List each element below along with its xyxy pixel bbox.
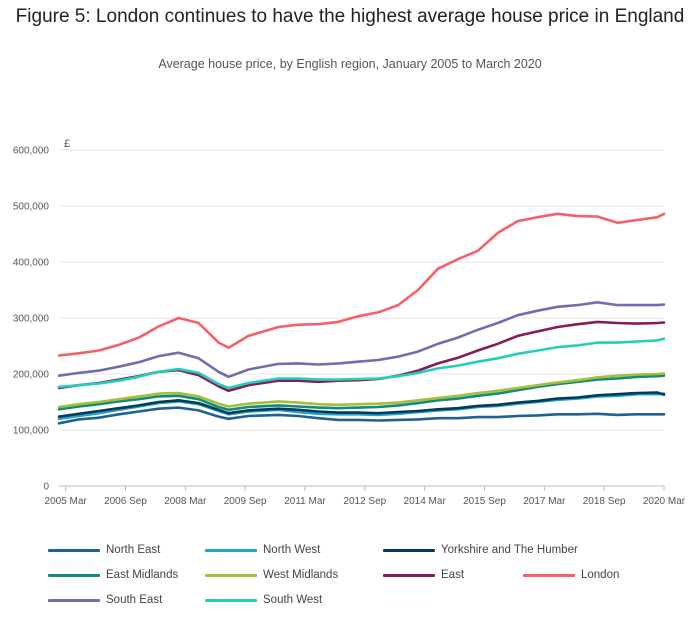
y-tick-label: 600,000 — [13, 146, 50, 157]
legend-item: Yorkshire and The Humber — [383, 541, 578, 559]
legend-label: North West — [263, 544, 321, 556]
x-tick-label: 2009 Sep — [224, 496, 267, 507]
series-line-west-midlands — [57, 372, 666, 409]
y-tick-label: 100,000 — [13, 426, 50, 437]
series-line-yorkshire-and-the-humber — [57, 391, 666, 418]
legend-label: Yorkshire and The Humber — [441, 544, 578, 556]
legend-label: East Midlands — [106, 569, 179, 581]
series-line-east-midlands — [57, 374, 666, 412]
x-tick-label: 2020 Mar — [643, 496, 686, 507]
legend-item: London — [523, 566, 619, 584]
legend-label: London — [581, 569, 620, 581]
legend-item: North West — [205, 541, 320, 559]
x-tick-label: 2017 Mar — [523, 496, 566, 507]
legend-label: West Midlands — [263, 569, 339, 581]
legend-swatch — [383, 573, 435, 577]
legend-item: South West — [205, 591, 322, 609]
legend-label: South West — [263, 594, 323, 606]
gridlines — [59, 149, 664, 487]
legend-label: North East — [106, 544, 161, 556]
legend-label: South East — [106, 594, 163, 606]
y-tick-label: 500,000 — [13, 202, 50, 213]
x-axis: 2005 Mar 2006 Sep 2008 Mar 2009 Sep 2011 Mar… — [45, 486, 686, 507]
line-chart: 0 100,000 200,000 300,000 400,000 500,000 600,… — [13, 138, 686, 507]
legend-swatch — [205, 573, 257, 577]
x-tick-label: 2008 Mar — [164, 496, 207, 507]
legend-swatch — [48, 573, 100, 577]
legend-swatch — [48, 598, 100, 602]
x-tick-label: 2012 Sep — [343, 496, 386, 507]
legend-item: West Midlands — [205, 566, 338, 584]
series-line-south-west — [57, 337, 666, 390]
series-lines — [57, 212, 666, 425]
chart-title: Figure 5: London continues to have the h… — [15, 6, 685, 27]
y-tick-label: 400,000 — [13, 258, 50, 269]
x-tick-label: 2015 Sep — [463, 496, 506, 507]
legend-item: South East — [48, 591, 162, 609]
x-tick-label: 2006 Sep — [104, 496, 147, 507]
y-tick-label: 300,000 — [13, 314, 50, 325]
y-tick-label: 200,000 — [13, 370, 50, 381]
x-tick-label: 2018 Sep — [583, 496, 626, 507]
legend-swatch — [523, 573, 575, 577]
y-axis: 0 100,000 200,000 300,000 400,000 500,000 600,… — [13, 146, 50, 493]
x-tick-label: 2014 Mar — [404, 496, 447, 507]
series-line-london — [57, 212, 666, 357]
chart-subtitle: Average house price, by English region, … — [158, 57, 542, 71]
legend-swatch — [48, 548, 100, 552]
series-line-south-east — [57, 301, 666, 379]
x-tick-label: 2005 Mar — [45, 496, 88, 507]
legend-label: East — [441, 569, 465, 581]
legend-swatch — [205, 598, 257, 602]
y-axis-label: £ — [64, 138, 70, 150]
legend-item: East Midlands — [48, 566, 178, 584]
series-line-north-east — [57, 406, 666, 425]
x-tick-label: 2011 Mar — [284, 496, 326, 507]
y-tick-label: 0 — [43, 482, 49, 493]
legend-item: East — [383, 566, 464, 584]
legend-swatch — [383, 548, 435, 552]
legend-swatch — [205, 548, 257, 552]
legend-item: North East — [48, 541, 160, 559]
